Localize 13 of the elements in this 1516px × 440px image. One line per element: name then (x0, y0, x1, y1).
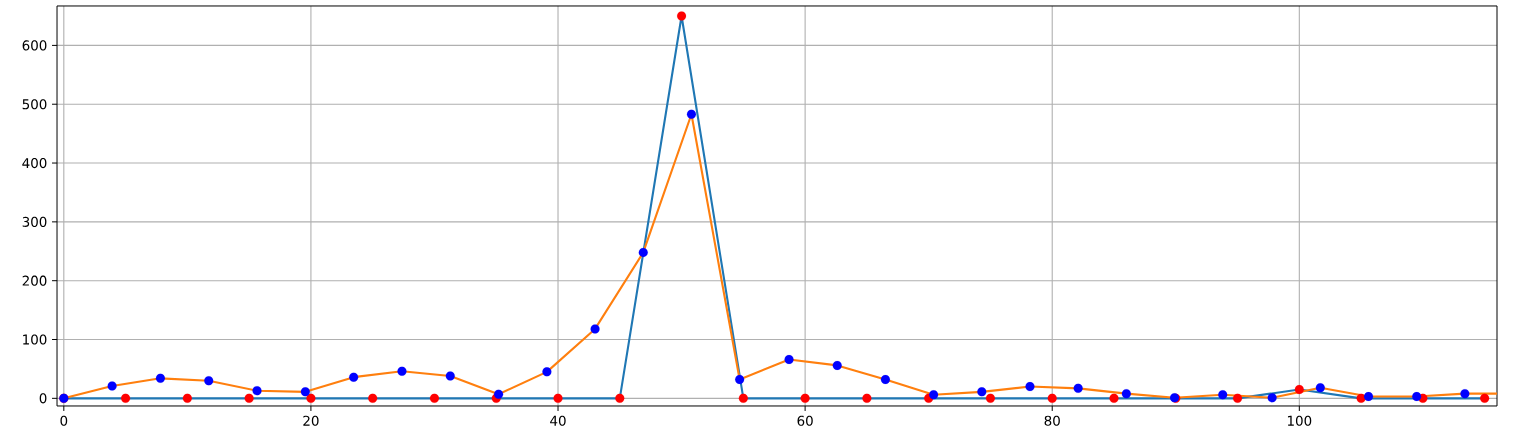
x-tick-label: 80 (1044, 415, 1060, 426)
y-tick-label: 600 (22, 40, 47, 51)
y-tick-label: 0 (39, 393, 47, 404)
x-tick-label: 60 (797, 415, 813, 426)
y-tick-label: 400 (22, 157, 47, 169)
x-tick-label: 40 (550, 415, 566, 426)
x-tick-label: 0 (60, 415, 68, 426)
x-tick-label: 100 (1287, 415, 1312, 426)
y-tick-label: 100 (23, 334, 47, 345)
y-tick-label: 500 (22, 99, 47, 110)
y-tick-label: 200 (22, 275, 47, 286)
x-tick-label: 20 (303, 415, 319, 426)
y-tick-label: 300 (22, 216, 47, 227)
